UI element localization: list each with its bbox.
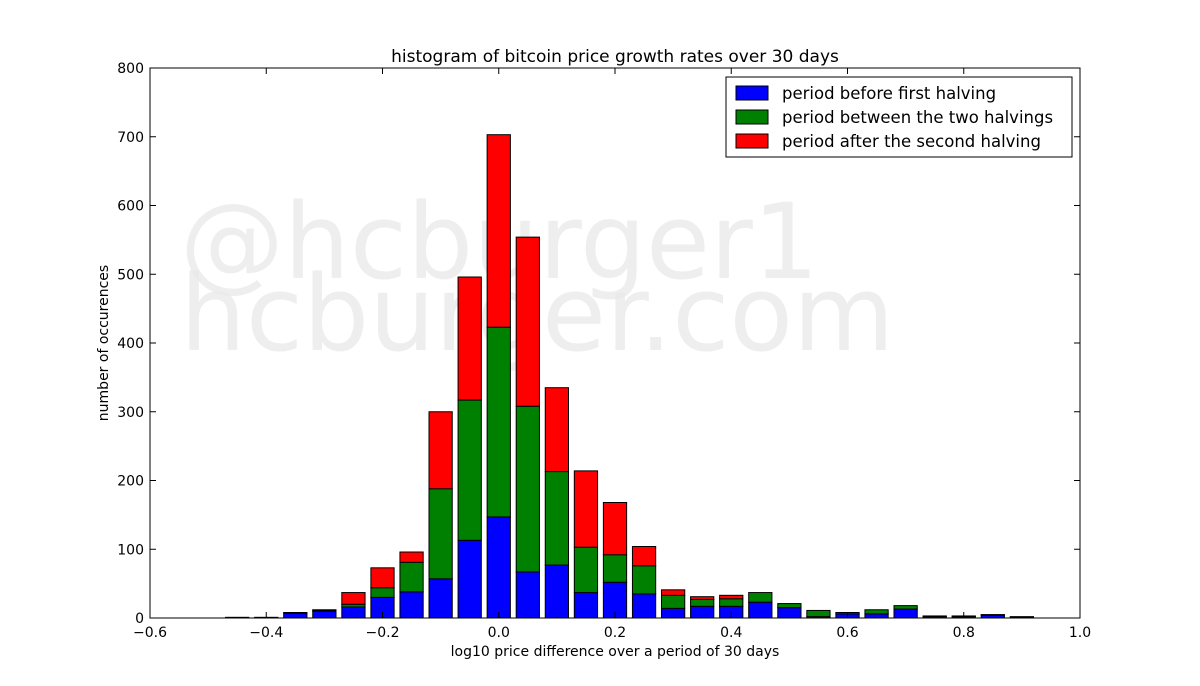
bar-series1-bin8 — [399, 591, 424, 619]
bar-series2-bin14 — [573, 546, 599, 594]
bar-series2-bin26 — [922, 615, 947, 618]
legend-label-3: period after the second halving — [782, 132, 1041, 151]
x-tick-label: 0.4 — [720, 625, 742, 641]
bar-series1-bin4 — [283, 612, 308, 619]
bar-series1-bin12 — [515, 571, 540, 619]
bar-series1-bin20 — [748, 601, 773, 619]
x-tick-label: −0.6 — [133, 625, 167, 641]
bar-series1-bin24 — [864, 613, 889, 619]
bar-series2-bin18 — [690, 598, 715, 607]
y-axis-ticks: 0 100 200 300 400 500 600 700 800 — [117, 61, 1080, 627]
y-tick-label: 200 — [117, 474, 144, 490]
y-tick-label: 0 — [135, 611, 144, 627]
bar-series1-bin21 — [777, 607, 802, 619]
legend: period before first halving period betwee… — [725, 76, 1073, 158]
x-tick-label: 0.8 — [953, 625, 975, 641]
bar-series1-bin11 — [486, 516, 511, 619]
legend-label-1: period before first halving — [782, 84, 996, 103]
bar-series2-bin11 — [486, 326, 511, 518]
chart-title: histogram of bitcoin price growth rates … — [391, 47, 839, 67]
bar-series2-bin29 — [1009, 616, 1034, 618]
x-axis-label: log10 price difference over a period of … — [451, 644, 780, 660]
bar-series1-bin5 — [312, 610, 337, 619]
bar-series2-bin10 — [457, 399, 482, 541]
x-tick-label: 0.6 — [836, 625, 858, 641]
bar-series1-bin17 — [661, 607, 686, 619]
bar-series2-bin9 — [428, 488, 453, 580]
bar-series1-bin10 — [457, 539, 482, 619]
bar-series2-bin15 — [602, 554, 628, 583]
x-tick-label: −0.2 — [366, 625, 400, 641]
x-tick-label: 1.0 — [1069, 625, 1091, 641]
bar-series2-bin22 — [806, 609, 831, 618]
bar-series3-bin15 — [602, 502, 628, 556]
bar-series3-bin5 — [312, 609, 337, 611]
bar-series2-bin12 — [515, 405, 540, 573]
y-tick-label: 100 — [117, 542, 144, 558]
bar-series3-bin19 — [719, 594, 744, 600]
x-axis-ticks: −0.6 −0.4 −0.2 0.0 0.2 0.4 0.6 0.8 1.0 — [133, 68, 1091, 641]
bar-series2-bin19 — [719, 598, 744, 607]
y-tick-label: 700 — [117, 130, 144, 146]
y-tick-label: 400 — [117, 336, 144, 352]
bar-series1-bin18 — [690, 605, 715, 619]
bar-series2-bin4 — [283, 612, 308, 614]
bar-series2-bin16 — [631, 565, 657, 595]
bar-series2-bin8 — [399, 561, 424, 593]
y-tick-label: 800 — [117, 61, 144, 77]
bar-series3-bin11 — [486, 134, 511, 328]
bar-series1-bin14 — [573, 592, 599, 619]
bar-series2-bin28 — [980, 614, 1005, 616]
bar-series3-bin9 — [428, 411, 453, 490]
bar-series3-bin17 — [661, 589, 686, 596]
bar-series3-bin8 — [399, 551, 424, 563]
bar-series3-bin10 — [457, 276, 482, 401]
bar-series1-bin13 — [544, 564, 569, 619]
bar-series3-bin6 — [341, 592, 366, 605]
y-tick-label: 500 — [117, 267, 144, 283]
bar-series2-bin13 — [544, 471, 569, 566]
bar-series1-bin16 — [631, 593, 657, 619]
bar-series2-bin25 — [893, 605, 918, 610]
bar-series1-bin6 — [341, 606, 366, 619]
y-tick-label: 300 — [117, 405, 144, 421]
legend-swatch-2 — [735, 109, 769, 125]
legend-swatch-1 — [735, 85, 769, 101]
x-tick-label: −0.4 — [249, 625, 283, 641]
legend-label-2: period between the two halvings — [782, 108, 1053, 127]
bar-series2-bin7 — [370, 587, 395, 598]
y-axis-label: number of occurences — [96, 265, 112, 421]
bar-series3-bin14 — [573, 470, 599, 548]
bar-series3-bin16 — [631, 546, 657, 567]
bar-series3-bin12 — [515, 236, 540, 407]
bar-series2-bin20 — [748, 592, 773, 603]
bar-series1-bin9 — [428, 578, 453, 619]
bar-series1-bin25 — [893, 608, 918, 619]
bar-series3-bin7 — [370, 567, 395, 589]
legend-swatch-3 — [735, 133, 769, 149]
bar-series2-bin24 — [864, 609, 889, 615]
y-tick-label: 600 — [117, 199, 144, 215]
x-tick-label: 0.0 — [488, 625, 510, 641]
bar-series3-bin18 — [690, 596, 715, 600]
bar-series3-bin13 — [544, 387, 569, 473]
bar-series2-bin17 — [661, 594, 686, 609]
bar-series2-bin21 — [777, 603, 802, 609]
x-tick-label: 0.2 — [604, 625, 626, 641]
legend-box — [725, 76, 1073, 158]
